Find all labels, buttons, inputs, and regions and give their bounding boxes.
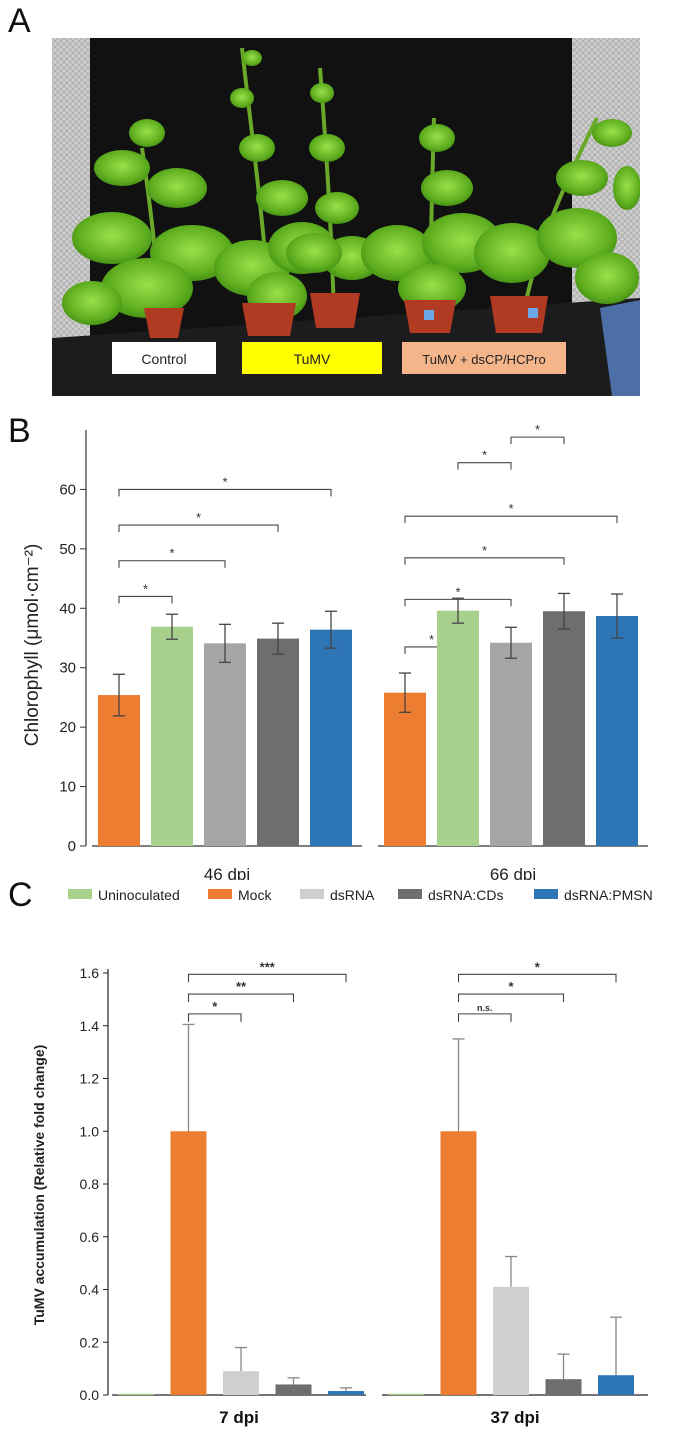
significance-label: * bbox=[429, 632, 434, 647]
tumv-y-axis-label: TuMV accumulation (Relative fold change) bbox=[31, 1045, 47, 1326]
y-tick-label: 40 bbox=[59, 600, 76, 617]
label-tumv-bg bbox=[242, 342, 382, 374]
y-tick-label: 0.2 bbox=[80, 1334, 100, 1350]
y-tick-label: 60 bbox=[59, 481, 76, 498]
panel-letter-b: B bbox=[8, 412, 31, 450]
bar bbox=[223, 1371, 259, 1395]
y-tick-label: 0.6 bbox=[80, 1229, 100, 1245]
photo-floor-blue bbox=[600, 300, 640, 396]
significance-bracket bbox=[457, 462, 512, 470]
legend-swatch bbox=[68, 889, 92, 899]
y-tick-label: 1.0 bbox=[80, 1123, 100, 1139]
y-tick-label: 1.4 bbox=[80, 1018, 100, 1034]
legend-swatch bbox=[534, 889, 558, 899]
y-tick-label: 0.0 bbox=[80, 1387, 100, 1403]
significance-label: n.s. bbox=[477, 1003, 493, 1013]
label-control-bg bbox=[112, 342, 216, 374]
y-tick-label: 10 bbox=[59, 779, 76, 796]
panel-letter-a: A bbox=[8, 2, 31, 40]
significance-bracket bbox=[187, 993, 295, 1003]
bar bbox=[151, 626, 193, 846]
y-tick-label: 0.4 bbox=[80, 1282, 100, 1298]
label-treated: TuMV + dsCP/HCPro bbox=[422, 352, 545, 367]
significance-bracket bbox=[404, 557, 565, 565]
bar bbox=[98, 695, 140, 846]
legend-swatch bbox=[208, 889, 232, 899]
legend-label: Uninoculated bbox=[98, 887, 180, 903]
bar bbox=[388, 1393, 424, 1395]
significance-label: * bbox=[143, 581, 148, 596]
bar bbox=[545, 1379, 582, 1395]
significance-bracket bbox=[118, 488, 332, 497]
significance-label: * bbox=[535, 422, 540, 437]
significance-label: * bbox=[508, 501, 513, 516]
plant-photo: Control TuMV TuMV + dsCP/HCPro bbox=[52, 38, 640, 396]
significance-bracket bbox=[118, 524, 279, 533]
significance-label: * bbox=[482, 543, 487, 558]
significance-bracket bbox=[457, 1013, 512, 1022]
bar bbox=[275, 1384, 312, 1395]
significance-bracket bbox=[187, 973, 347, 983]
bar bbox=[118, 1393, 154, 1395]
bar bbox=[596, 616, 638, 846]
label-control: Control bbox=[141, 351, 186, 367]
significance-bracket bbox=[457, 973, 617, 983]
significance-bracket bbox=[457, 993, 565, 1003]
y-tick-label: 30 bbox=[59, 660, 76, 677]
significance-bracket bbox=[404, 515, 618, 524]
significance-label: *** bbox=[260, 959, 276, 974]
significance-bracket bbox=[510, 436, 565, 445]
group-label: 66 dpi bbox=[490, 865, 536, 880]
significance-label: * bbox=[482, 448, 487, 463]
group-label: 46 dpi bbox=[204, 865, 250, 880]
y-tick-label: 0 bbox=[68, 838, 76, 855]
tumv-accumulation-chart: Uninoculated Mock dsRNA dsRNA:CDs dsRNA:PMSN… bbox=[31, 887, 653, 1427]
legend-label: dsRNA:CDs bbox=[428, 887, 503, 903]
label-tumv: TuMV bbox=[294, 351, 331, 367]
y-tick-label: 1.6 bbox=[80, 965, 100, 981]
bar bbox=[493, 1286, 529, 1395]
bar bbox=[598, 1375, 634, 1395]
y-tick-label: 20 bbox=[59, 719, 76, 736]
bar bbox=[384, 692, 426, 846]
chlorophyll-y-axis-label: Chlorophyll (μmol·cm⁻²) bbox=[22, 544, 43, 747]
legend-swatch bbox=[300, 889, 324, 899]
legend-swatch bbox=[398, 889, 422, 899]
bar bbox=[310, 629, 352, 846]
group-label: 37 dpi bbox=[490, 1408, 539, 1427]
significance-label: * bbox=[535, 959, 541, 974]
bar bbox=[170, 1131, 207, 1395]
significance-bracket bbox=[118, 595, 173, 604]
significance-label: * bbox=[212, 999, 218, 1014]
bar bbox=[543, 611, 585, 846]
group-label: 7 dpi bbox=[219, 1408, 259, 1427]
significance-label: * bbox=[169, 546, 174, 561]
significance-label: * bbox=[508, 979, 514, 994]
y-tick-label: 50 bbox=[59, 541, 76, 558]
significance-label: * bbox=[196, 510, 201, 525]
plant-treated-2 bbox=[474, 117, 640, 333]
bar bbox=[490, 642, 532, 846]
significance-bracket bbox=[118, 560, 226, 568]
chlorophyll-chart: 0 10 20 30 40 50 60 46 dpi 66 dpi * * * * * * * * * * Chlo… bbox=[22, 422, 648, 880]
bar bbox=[204, 643, 246, 846]
legend-label: Mock bbox=[238, 887, 272, 903]
significance-bracket bbox=[187, 1013, 242, 1022]
bar bbox=[437, 610, 479, 846]
significance-label: * bbox=[222, 474, 227, 489]
label-treated-bg bbox=[402, 342, 566, 374]
panel-letter-c: C bbox=[8, 876, 33, 914]
legend-label: dsRNA bbox=[330, 887, 375, 903]
plant-control bbox=[62, 119, 234, 338]
bar bbox=[440, 1131, 477, 1395]
bar bbox=[328, 1391, 364, 1395]
plant-tumv-1 bbox=[214, 47, 336, 336]
legend-label: dsRNA:PMSN bbox=[564, 887, 653, 903]
bar bbox=[257, 638, 299, 846]
y-tick-label: 1.2 bbox=[80, 1071, 100, 1087]
y-tick-label: 0.8 bbox=[80, 1176, 100, 1192]
plant-tumv-2 bbox=[286, 67, 382, 328]
significance-label: * bbox=[455, 584, 460, 599]
significance-label: ** bbox=[236, 979, 247, 994]
